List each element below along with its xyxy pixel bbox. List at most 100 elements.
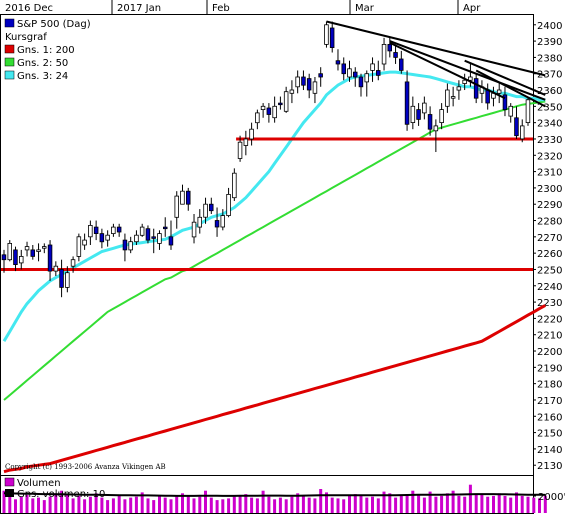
candle bbox=[134, 230, 139, 245]
candle bbox=[1, 249, 7, 273]
candle bbox=[220, 209, 225, 231]
volume-bar bbox=[336, 498, 340, 513]
y-tick-label: 2280 bbox=[537, 217, 562, 228]
candle bbox=[157, 230, 162, 250]
candle-body bbox=[220, 215, 225, 228]
candle bbox=[329, 21, 335, 53]
candle-body bbox=[53, 265, 59, 272]
trendline bbox=[475, 69, 546, 108]
y-tick-label: 2290 bbox=[537, 200, 562, 211]
y-tick-label: 2380 bbox=[537, 53, 562, 64]
candle-body bbox=[473, 78, 479, 99]
candle-body bbox=[214, 220, 220, 228]
candle-body bbox=[47, 244, 53, 272]
candle-body bbox=[416, 109, 421, 120]
candle bbox=[433, 119, 439, 153]
candle bbox=[410, 96, 416, 130]
candle bbox=[416, 103, 421, 126]
candle bbox=[208, 197, 214, 215]
y-tick-label: 2390 bbox=[537, 37, 562, 48]
candle bbox=[249, 122, 254, 146]
candle bbox=[237, 135, 243, 162]
candle-body bbox=[295, 76, 300, 88]
candle-body bbox=[502, 94, 508, 111]
candle bbox=[312, 76, 318, 104]
volume-average-line bbox=[4, 492, 546, 497]
candle-body bbox=[157, 233, 162, 244]
candle bbox=[93, 220, 99, 241]
volume-bar bbox=[123, 499, 127, 513]
candle bbox=[347, 60, 352, 82]
candle bbox=[462, 73, 467, 91]
candle-body bbox=[13, 249, 18, 265]
volume-bar bbox=[244, 494, 248, 513]
candle bbox=[105, 230, 110, 247]
candle bbox=[128, 236, 133, 254]
candle-body bbox=[180, 190, 185, 205]
candle bbox=[422, 96, 427, 120]
candle-body bbox=[232, 172, 237, 199]
volume-bar bbox=[307, 497, 311, 513]
volume-legend-swatch bbox=[4, 477, 15, 487]
candle-body bbox=[128, 241, 133, 251]
volume-bar bbox=[31, 498, 35, 513]
candle-body bbox=[174, 195, 179, 218]
candle bbox=[174, 191, 179, 229]
y-tick-label: 2230 bbox=[537, 298, 562, 309]
candle-body bbox=[24, 246, 30, 251]
candle-body bbox=[278, 102, 283, 106]
candle bbox=[99, 228, 105, 249]
candle bbox=[520, 119, 525, 143]
candle bbox=[427, 106, 433, 136]
volume-bar bbox=[428, 491, 432, 513]
candle-body bbox=[226, 193, 231, 216]
candle-body bbox=[324, 24, 329, 45]
volume-bar bbox=[111, 498, 115, 513]
candle-body bbox=[151, 236, 156, 239]
candle bbox=[301, 70, 306, 91]
candle-body bbox=[433, 125, 439, 132]
candle bbox=[404, 70, 410, 131]
volume-bar bbox=[232, 496, 236, 513]
volume-bar bbox=[382, 491, 386, 513]
candle-body bbox=[260, 105, 266, 111]
candle bbox=[381, 37, 387, 71]
volume-avg-legend-swatch bbox=[5, 489, 14, 497]
volume-bar bbox=[250, 497, 254, 513]
volume-bar bbox=[94, 493, 98, 513]
candle-body bbox=[520, 125, 525, 140]
candle bbox=[65, 266, 70, 293]
volume-bar bbox=[48, 496, 52, 513]
candle-body bbox=[468, 76, 473, 81]
volume-bar bbox=[77, 495, 81, 513]
candle-body bbox=[352, 71, 358, 78]
volume-bar bbox=[261, 490, 265, 513]
price-panel-frame bbox=[0, 14, 534, 476]
candle-body bbox=[65, 272, 70, 288]
volume-bar bbox=[134, 496, 138, 513]
volume-bar bbox=[296, 493, 300, 513]
candle-body bbox=[70, 259, 76, 267]
candle-body bbox=[301, 76, 306, 86]
candle bbox=[151, 228, 156, 254]
candle-body bbox=[341, 63, 346, 75]
candle-body bbox=[312, 81, 318, 94]
candle-body bbox=[59, 269, 64, 288]
candle-body bbox=[496, 89, 502, 94]
candle bbox=[266, 103, 272, 123]
candle bbox=[352, 67, 358, 87]
volume-bar bbox=[60, 490, 64, 513]
ma200-line bbox=[3, 304, 547, 474]
candle-body bbox=[185, 190, 191, 205]
volume-bar bbox=[152, 500, 156, 513]
candle-body bbox=[462, 79, 467, 84]
candle-body bbox=[76, 236, 82, 257]
candle bbox=[278, 96, 283, 110]
volume-bar bbox=[83, 499, 87, 513]
candle-body bbox=[398, 58, 404, 71]
y-tick-label: 2260 bbox=[537, 249, 562, 260]
candle bbox=[260, 103, 266, 118]
volume-legend-label: Volumen bbox=[17, 478, 61, 489]
legend-label-ma50: Gns. 2: 50 bbox=[17, 58, 68, 69]
month-label: Mar bbox=[355, 3, 375, 14]
